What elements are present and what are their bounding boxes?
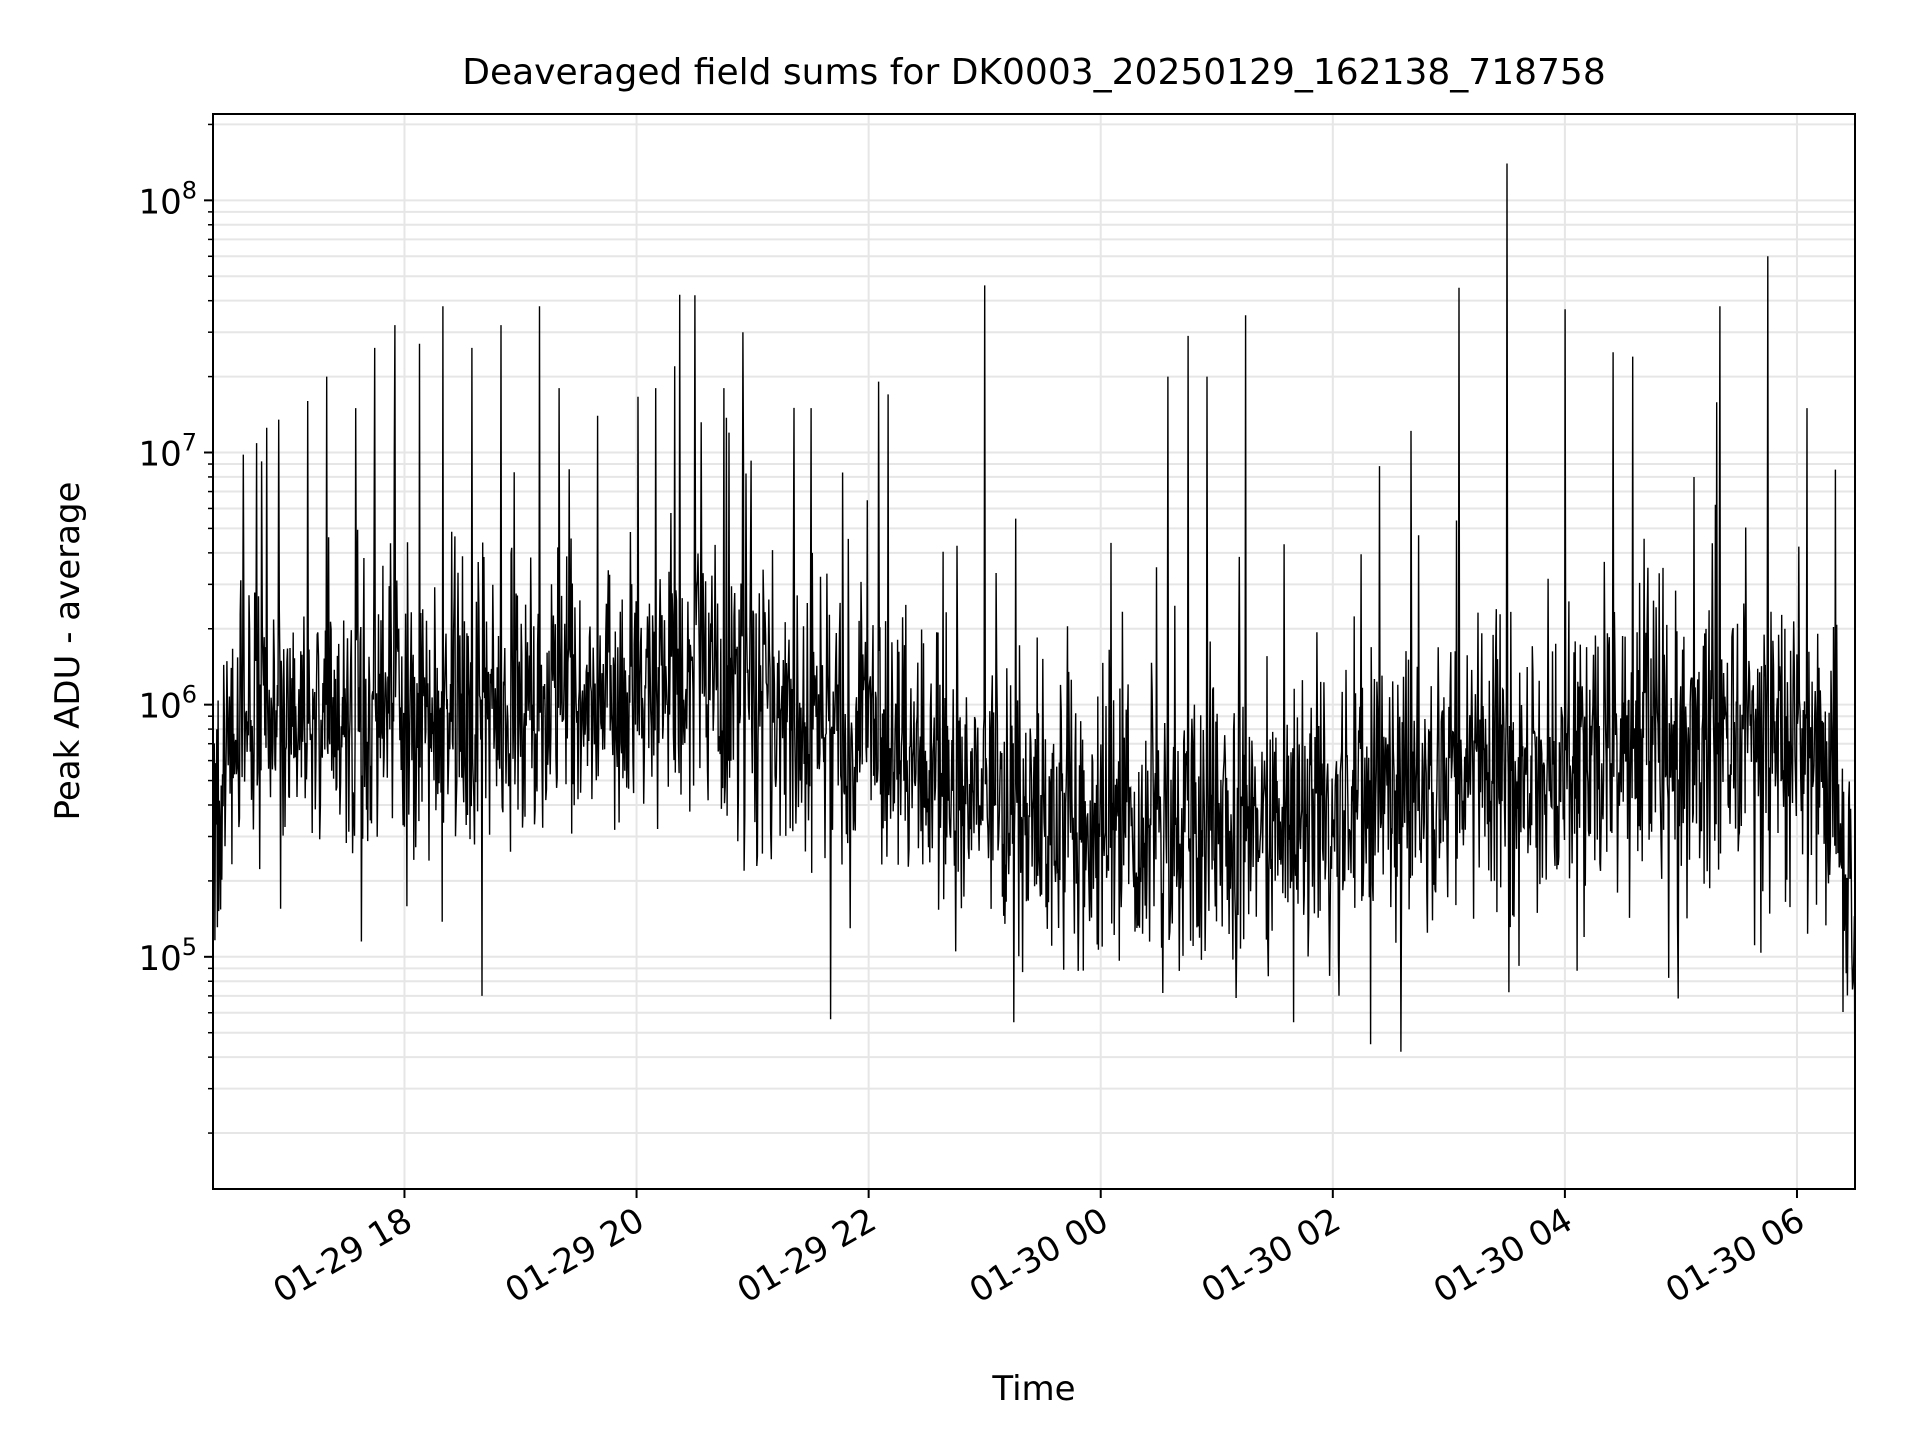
y-tick-label: 108: [138, 176, 197, 222]
chart-title: Deaveraged field sums for DK0003_2025012…: [462, 52, 1605, 93]
y-tick-label: 106: [138, 681, 197, 727]
y-axis: 105 106 107 108: [138, 123, 213, 1134]
plot-frame: [212, 113, 1856, 1190]
series-line: [212, 163, 1856, 1173]
y-tick-label: 107: [138, 428, 197, 474]
y-axis-label: Peak ADU - average: [48, 482, 88, 821]
y-tick-label: 105: [138, 933, 197, 979]
data-series: [212, 163, 1856, 1173]
x-axis-label: Time: [991, 1369, 1075, 1409]
